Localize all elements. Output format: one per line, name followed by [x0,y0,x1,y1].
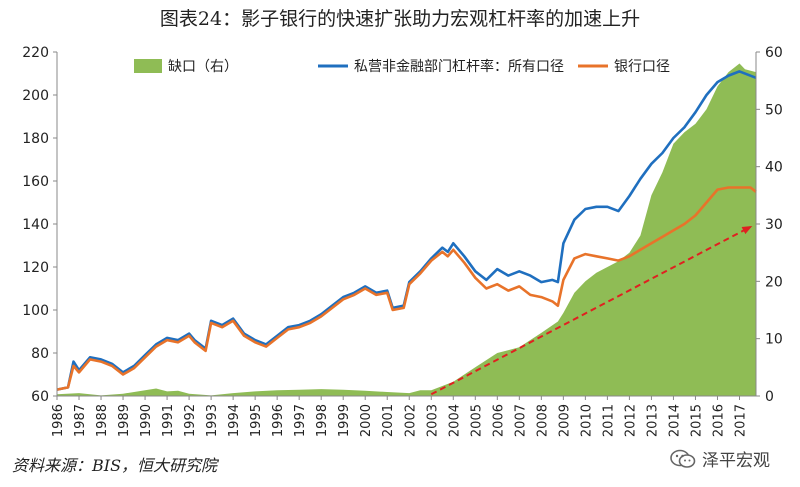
legend-label: 缺口（右） [168,59,238,75]
x-tick-label: 2017 [733,404,748,437]
watermark: 泽平宏观 [670,446,770,471]
x-tick-label: 2008 [535,404,550,437]
series-area-gap [57,63,756,396]
x-tick-label: 1992 [183,404,198,437]
series-line-bank-caliber [56,186,757,391]
x-tick-label: 1986 [51,404,66,437]
axes: 6080100120140160180200220010203040506019… [22,45,783,437]
legend: 缺口（右） 私营非金融部门杠杆率：所有口径 银行口径 [134,58,670,75]
legend-label: 银行口径 [614,59,670,75]
y-left-tick-label: 200 [22,88,49,104]
legend-swatch [134,59,162,73]
y-left-tick-label: 180 [22,131,49,147]
x-tick-label: 1988 [95,404,110,437]
legend-label: 私营非金融部门杠杆率：所有口径 [354,58,564,75]
y-left-tick-label: 80 [31,346,49,362]
x-tick-label: 1990 [139,404,154,437]
x-tick-label: 1991 [161,404,176,437]
x-tick-label: 2015 [689,404,704,437]
y-left-tick-label: 100 [22,303,49,319]
x-tick-label: 2001 [381,404,396,437]
plot-area [56,63,757,396]
x-tick-label: 1989 [117,404,132,437]
y-right-tick-label: 50 [765,102,783,118]
x-tick-label: 2016 [711,404,726,437]
y-right-tick-label: 20 [765,274,783,290]
x-tick-label: 2006 [491,404,506,437]
y-left-tick-label: 120 [22,260,49,276]
x-tick-label: 2003 [425,404,440,437]
y-right-tick-label: 40 [765,160,783,176]
x-tick-label: 1999 [337,404,352,437]
x-tick-label: 1987 [73,404,88,437]
y-left-tick-label: 220 [22,45,49,61]
x-tick-label: 2014 [667,404,682,437]
x-tick-label: 2000 [359,404,374,437]
x-tick-label: 2007 [513,404,528,437]
source-note: 资料来源：BIS，恒大研究院 [12,456,218,475]
x-tick-label: 2011 [601,404,616,437]
x-tick-label: 2010 [579,404,594,437]
y-left-tick-label: 160 [22,174,49,190]
x-tick-label: 2004 [447,404,462,437]
trend-arrow [430,225,753,396]
wechat-icon [670,449,696,468]
x-tick-label: 1993 [205,404,220,437]
x-tick-label: 1994 [227,404,242,437]
watermark-text: 泽平宏观 [702,451,770,471]
x-tick-label: 1997 [293,404,308,437]
x-tick-label: 1995 [249,404,264,437]
x-tick-label: 2009 [557,404,572,437]
x-tick-label: 1996 [271,404,286,437]
y-right-tick-label: 0 [765,389,774,405]
y-left-tick-label: 140 [22,217,49,233]
x-tick-label: 2002 [403,404,418,437]
x-tick-label: 1998 [315,404,330,437]
x-tick-label: 2005 [469,404,484,437]
x-tick-label: 2012 [623,404,638,437]
x-tick-label: 2013 [645,404,660,437]
y-left-tick-label: 60 [31,389,49,405]
chart-title: 图表24：影子银行的快速扩张助力宏观杠杆率的加速上升 [159,8,641,30]
y-right-tick-label: 30 [765,217,783,233]
y-right-tick-label: 10 [765,332,783,348]
y-right-tick-label: 60 [765,45,783,61]
